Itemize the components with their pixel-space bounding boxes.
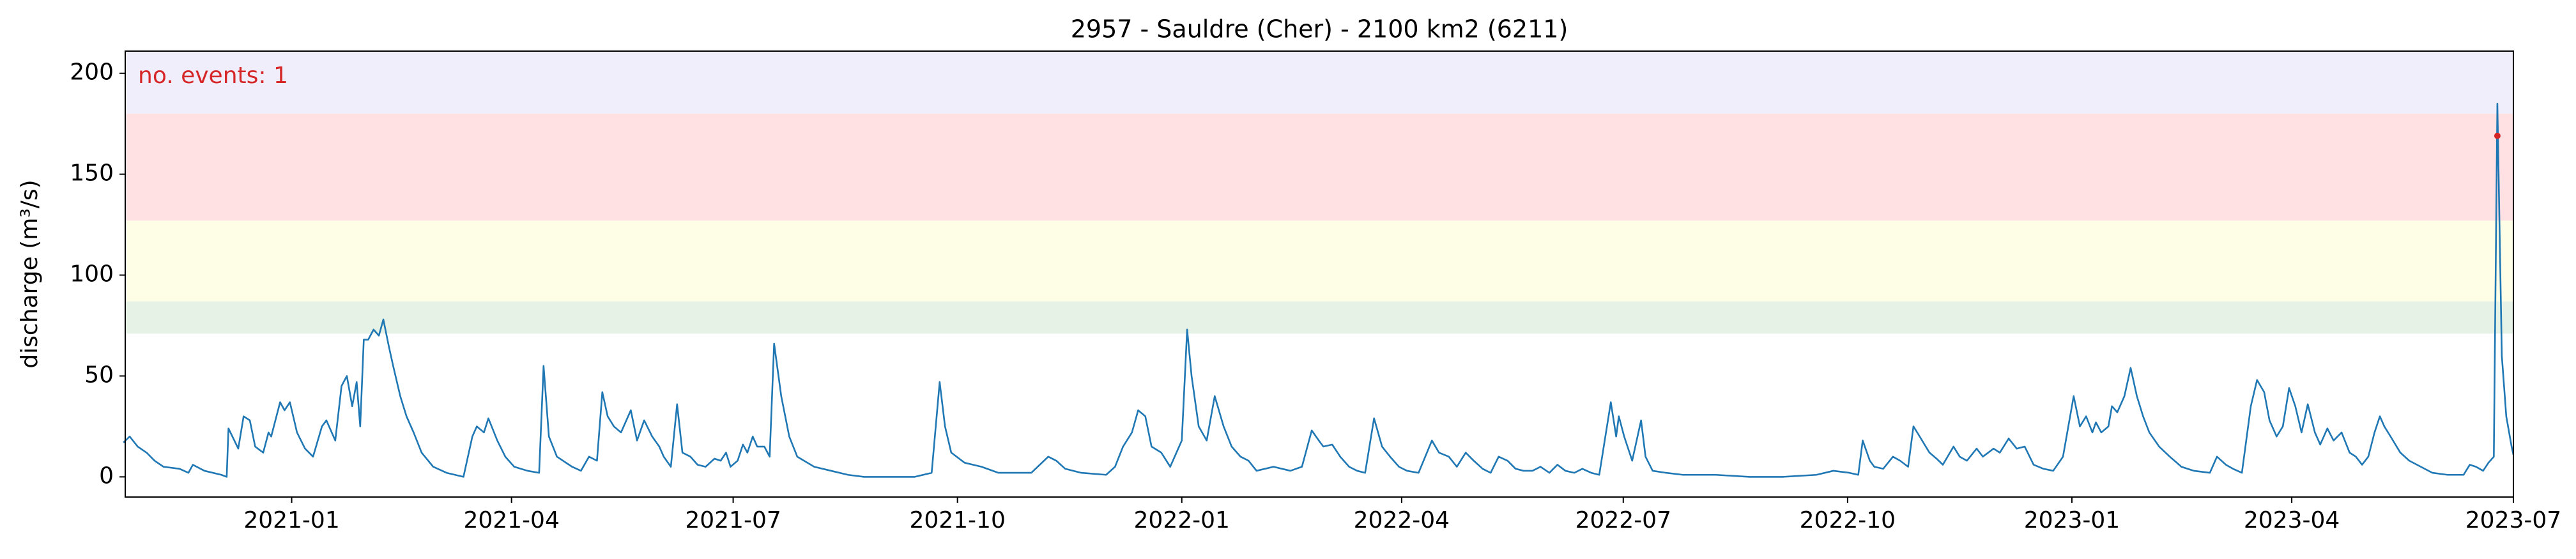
x-tick-label: 2022-04 — [1354, 507, 1450, 533]
chart-title: 2957 - Sauldre (Cher) - 2100 km2 (6211) — [1071, 15, 1568, 43]
threshold-band — [125, 113, 2513, 221]
threshold-band — [125, 301, 2513, 334]
y-tick-label: 200 — [70, 59, 114, 86]
x-tick-label: 2023-04 — [2244, 507, 2340, 533]
discharge-line — [123, 102, 2515, 478]
y-tick-label: 100 — [70, 261, 114, 287]
x-tick-label: 2023-01 — [2024, 507, 2120, 533]
y-axis-label: discharge (m³/s) — [17, 180, 43, 368]
x-tick-label: 2021-07 — [685, 507, 781, 533]
event-marker — [2494, 132, 2501, 139]
x-tick-label: 2022-01 — [1134, 507, 1230, 533]
threshold-band — [125, 51, 2513, 114]
x-tick-label: 2021-10 — [909, 507, 1005, 533]
y-tick-label: 50 — [84, 362, 114, 388]
plot-frame — [125, 50, 2514, 498]
x-tick-label: 2021-04 — [463, 507, 559, 533]
x-tick-label: 2023-07 — [2465, 507, 2561, 533]
x-tick-label: 2021-01 — [243, 507, 339, 533]
threshold-band — [125, 220, 2513, 302]
x-tick-label: 2022-10 — [1800, 507, 1896, 533]
y-tick-label: 150 — [70, 160, 114, 187]
events-annotation: no. events: 1 — [138, 63, 288, 89]
y-tick-label: 0 — [99, 463, 114, 489]
x-tick-label: 2022-07 — [1575, 507, 1671, 533]
